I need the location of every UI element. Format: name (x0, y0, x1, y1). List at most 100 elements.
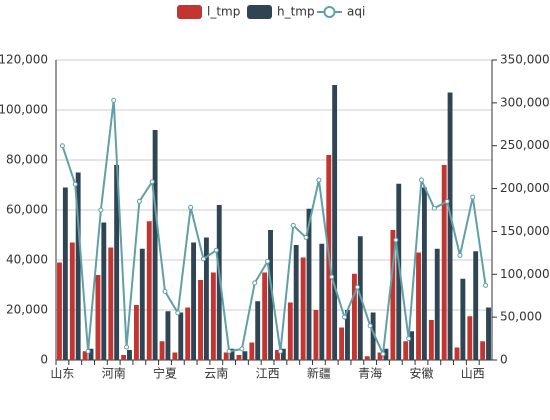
point (72, 181, 78, 187)
point (470, 194, 476, 200)
point (393, 237, 399, 243)
y2-tick-label: 50,000 (500, 310, 542, 324)
bar (75, 172, 81, 360)
bar (454, 347, 460, 360)
bar (210, 272, 216, 360)
bar (223, 352, 229, 360)
bar (62, 187, 68, 360)
x-tick-label: 江西 (256, 367, 280, 381)
bar (319, 243, 325, 360)
bar (114, 165, 120, 360)
bar (467, 316, 473, 360)
bar (390, 230, 396, 360)
bar (364, 356, 370, 360)
bar (146, 221, 152, 360)
bar (82, 351, 88, 360)
bar (428, 320, 434, 360)
point (303, 234, 309, 240)
bar (403, 341, 409, 360)
point (367, 323, 373, 329)
point (149, 179, 155, 185)
x-tick-label: 云南 (204, 366, 228, 381)
bar (139, 248, 145, 360)
y-tick-label: 100,000 (0, 103, 48, 117)
point (354, 284, 360, 290)
point (418, 177, 424, 183)
bar (460, 278, 466, 360)
point (342, 314, 348, 320)
point (59, 143, 65, 149)
bar (159, 341, 165, 360)
point (239, 346, 245, 352)
bar (198, 280, 203, 360)
x-tick-label: 新疆 (307, 366, 331, 381)
point (290, 222, 296, 228)
bar (447, 92, 453, 360)
bar (178, 312, 184, 360)
bar (249, 342, 255, 360)
y-tick-label: 40,000 (6, 253, 48, 267)
bar (313, 310, 319, 360)
point (175, 310, 181, 316)
bar (293, 245, 299, 360)
y-tick-label: 60,000 (6, 203, 48, 217)
bar (133, 305, 139, 360)
bar (306, 208, 312, 360)
bar (473, 251, 479, 360)
bar (172, 352, 178, 360)
point (252, 280, 258, 286)
y2-tick-label: 300,000 (500, 95, 550, 109)
x-tick-label: 河南 (102, 366, 126, 381)
bar (280, 348, 286, 360)
y-tick-label: 20,000 (6, 303, 48, 317)
y-tick-label: 80,000 (6, 153, 48, 167)
bar (242, 351, 248, 360)
point (124, 344, 130, 350)
x-tick-label: 山西 (461, 367, 485, 381)
legend-icon (177, 5, 202, 19)
bar (236, 355, 242, 360)
legend-item: l_tmp (177, 5, 240, 19)
y2-tick-label: 200,000 (500, 181, 550, 195)
bar (396, 183, 402, 360)
point (444, 198, 450, 204)
y2-tick-label: 0 (500, 353, 508, 367)
point (329, 274, 335, 280)
bar (152, 130, 158, 360)
legend-label: l_tmp (207, 5, 240, 19)
bar (434, 248, 440, 360)
y2-tick-label: 150,000 (500, 224, 550, 238)
bar (339, 327, 345, 360)
point (188, 204, 194, 210)
bar (108, 247, 114, 360)
bar (441, 165, 447, 360)
bar (409, 331, 415, 360)
bar (345, 310, 350, 360)
legend-icon (247, 5, 272, 19)
point (483, 282, 489, 288)
y2-tick-label: 250,000 (500, 138, 550, 152)
point (226, 348, 232, 354)
legend-item: h_tmp (247, 5, 315, 19)
y-tick-label: 0 (40, 353, 48, 367)
y2-tick-label: 350,000 (500, 53, 550, 67)
bar (287, 302, 293, 360)
point (406, 336, 412, 342)
y-tick-label: 120,000 (0, 53, 48, 67)
bar (101, 222, 107, 360)
bar (69, 242, 75, 360)
bar (377, 352, 383, 360)
point (98, 207, 104, 213)
point (85, 348, 91, 354)
point (277, 348, 283, 354)
bar (57, 262, 62, 360)
bar (262, 272, 268, 360)
point (136, 198, 142, 204)
point (380, 351, 386, 357)
bar (121, 355, 127, 360)
bar (191, 242, 197, 360)
bar (185, 307, 191, 360)
bar (370, 312, 376, 360)
bar (486, 307, 491, 360)
bar (332, 85, 338, 360)
